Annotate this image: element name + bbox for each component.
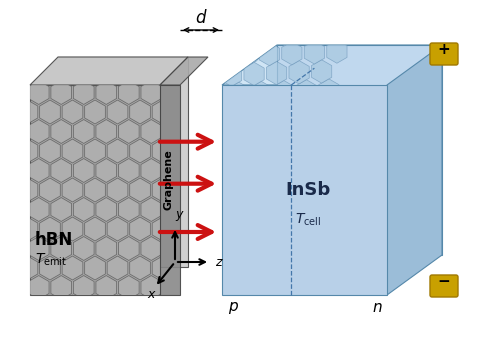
FancyBboxPatch shape xyxy=(430,275,458,297)
FancyBboxPatch shape xyxy=(430,43,458,65)
Polygon shape xyxy=(30,57,188,85)
Polygon shape xyxy=(387,45,442,295)
Text: Graphene: Graphene xyxy=(163,150,173,210)
Text: z: z xyxy=(215,255,221,269)
Text: $T_{\mathrm{cell}}$: $T_{\mathrm{cell}}$ xyxy=(294,211,321,227)
Text: $d$: $d$ xyxy=(194,9,207,27)
Text: y: y xyxy=(176,208,182,221)
Polygon shape xyxy=(58,57,188,267)
Text: −: − xyxy=(438,273,450,289)
Text: $n$: $n$ xyxy=(372,300,382,315)
Polygon shape xyxy=(277,45,442,255)
Text: +: + xyxy=(438,41,450,56)
Polygon shape xyxy=(30,85,160,295)
Text: $p$: $p$ xyxy=(228,300,239,316)
Text: x: x xyxy=(148,288,154,301)
Text: hBN: hBN xyxy=(35,231,73,249)
Polygon shape xyxy=(160,57,208,85)
Polygon shape xyxy=(160,85,180,295)
Polygon shape xyxy=(222,85,387,295)
Text: InSb: InSb xyxy=(285,181,331,199)
Text: $T_{\mathrm{emit}}$: $T_{\mathrm{emit}}$ xyxy=(35,252,67,268)
Polygon shape xyxy=(222,45,442,85)
